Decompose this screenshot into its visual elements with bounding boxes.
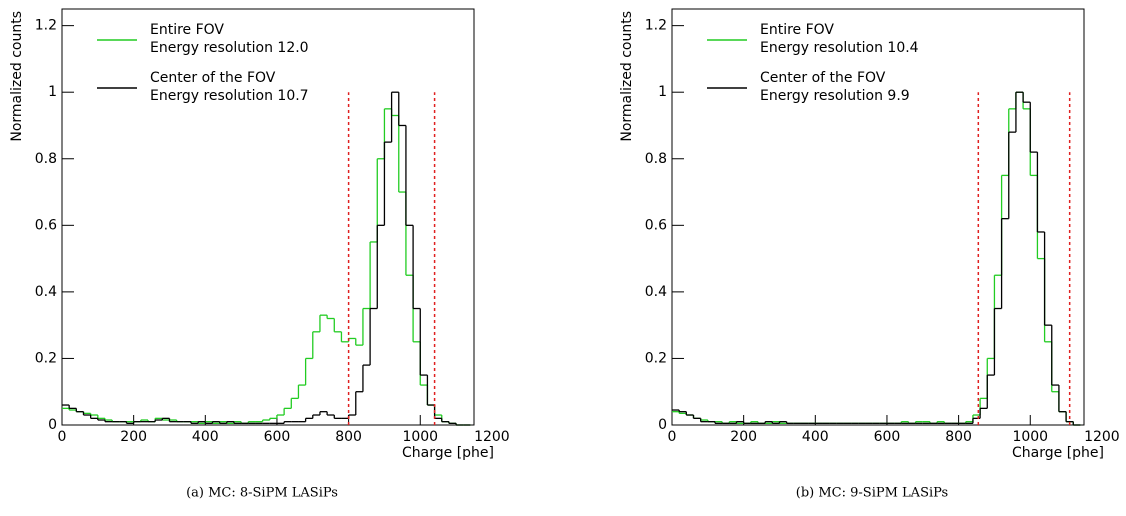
x-tick-label: 1200 <box>474 429 510 445</box>
plot-frame <box>61 8 475 426</box>
x-tick-label: 1000 <box>1012 429 1048 445</box>
legend-note: Energy resolution 10.4 <box>760 40 919 56</box>
x-tick-label: 1000 <box>402 429 438 445</box>
y-tick-label: 0.6 <box>645 217 667 233</box>
y-tick-label: 0 <box>658 417 667 433</box>
y-tick-label: 1 <box>48 84 57 100</box>
x-tick-label: 400 <box>192 429 219 445</box>
legend-label: Entire FOV <box>150 22 224 38</box>
x-tick-label: 1200 <box>1084 429 1120 445</box>
legend-label: Center of the FOV <box>150 70 276 86</box>
y-tick-label: 0.6 <box>35 217 57 233</box>
x-tick-label: 400 <box>802 429 829 445</box>
x-tick-label: 600 <box>874 429 901 445</box>
x-tick-label: 800 <box>945 429 972 445</box>
y-tick-label: 0.8 <box>35 151 57 167</box>
legend-label: Entire FOV <box>760 22 834 38</box>
y-axis-label: Normalized counts <box>619 11 635 142</box>
x-tick-label: 200 <box>730 429 757 445</box>
y-tick-label: 0 <box>48 417 57 433</box>
x-tick-label: 0 <box>668 429 677 445</box>
y-axis-label: Normalized counts <box>9 11 25 142</box>
y-tick-label: 0.8 <box>645 151 667 167</box>
legend-label: Center of the FOV <box>760 70 886 86</box>
legend-note: Energy resolution 12.0 <box>150 40 309 56</box>
caption: (b) MC: 9-SiPM LASiPs <box>796 486 948 501</box>
caption: (a) MC: 8-SiPM LASiPs <box>186 486 338 501</box>
x-tick-label: 200 <box>120 429 147 445</box>
x-axis-label: Charge [phe] <box>402 445 494 461</box>
y-tick-label: 1.2 <box>645 18 667 34</box>
y-tick-label: 1.2 <box>35 18 57 34</box>
y-tick-label: 0.4 <box>645 284 667 300</box>
x-axis-label: Charge [phe] <box>1012 445 1104 461</box>
y-tick-label: 0.2 <box>645 350 667 366</box>
plot-frame <box>671 8 1085 426</box>
x-tick-label: 600 <box>264 429 291 445</box>
x-tick-label: 800 <box>335 429 362 445</box>
y-tick-label: 0.2 <box>35 350 57 366</box>
x-tick-label: 0 <box>58 429 67 445</box>
legend-note: Energy resolution 9.9 <box>760 88 910 104</box>
legend-note: Energy resolution 10.7 <box>150 88 309 104</box>
y-tick-label: 0.4 <box>35 284 57 300</box>
y-tick-label: 1 <box>658 84 667 100</box>
